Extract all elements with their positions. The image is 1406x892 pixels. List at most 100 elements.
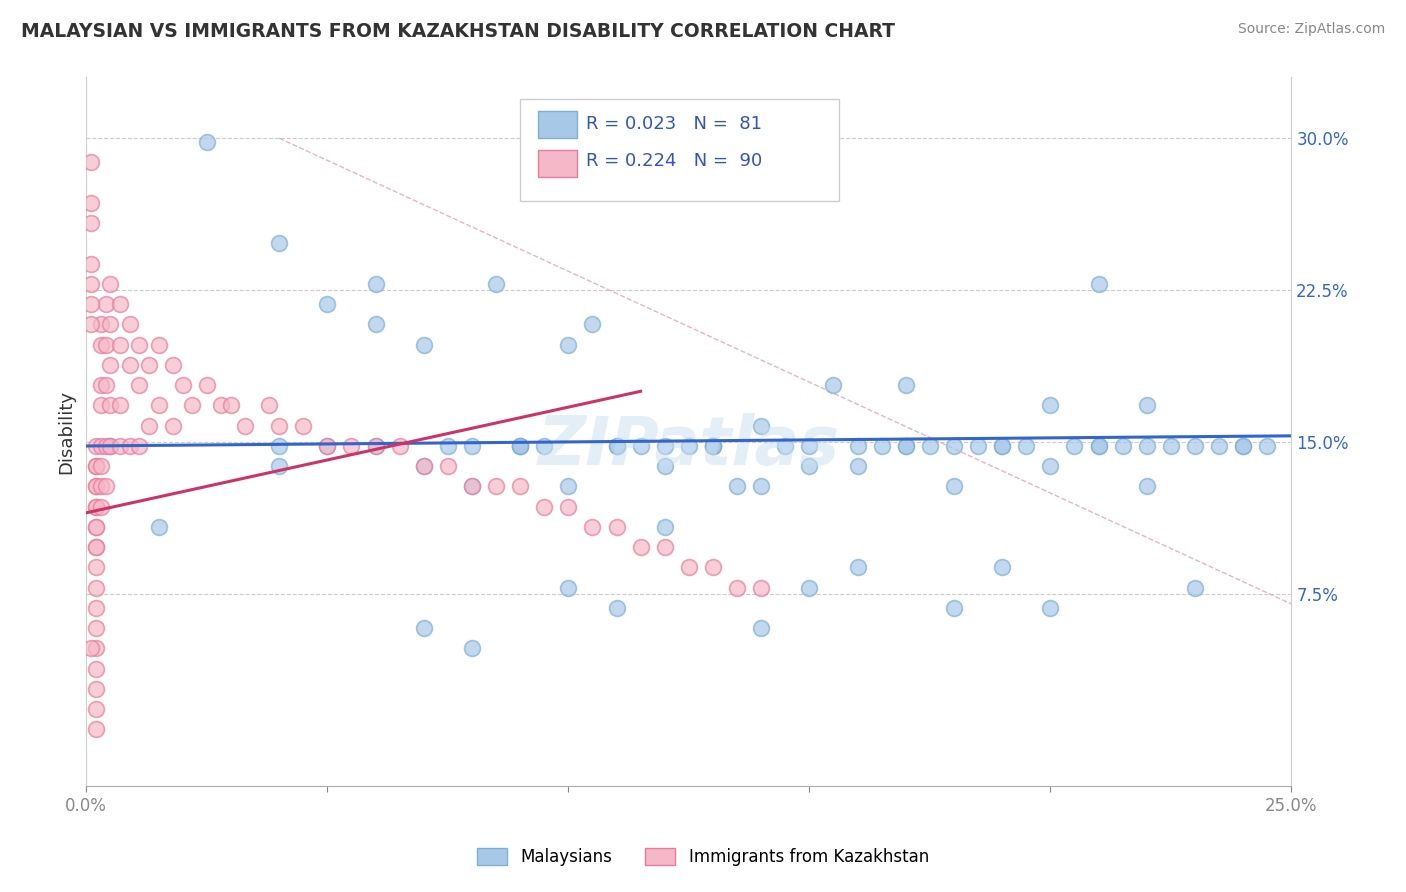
Point (84, 479, 107, 493)
Point (90, 318, 112, 332)
Point (1039, 459, 1062, 474)
Point (118, 439, 141, 453)
Point (1087, 439, 1109, 453)
Point (100, 277, 122, 291)
Point (485, 277, 508, 291)
Point (412, 459, 434, 474)
Point (108, 337, 131, 351)
Point (94, 297, 117, 311)
Point (80, 277, 103, 291)
Point (162, 418, 184, 433)
Point (630, 439, 652, 453)
Point (316, 439, 339, 453)
Point (84, 520, 107, 534)
Point (128, 337, 150, 351)
Point (509, 439, 531, 453)
Point (138, 358, 160, 372)
Point (118, 358, 141, 372)
Point (84, 459, 107, 474)
Point (823, 378, 845, 392)
Point (80, 641, 103, 656)
Point (485, 479, 508, 493)
Point (316, 297, 339, 311)
Point (269, 236, 291, 251)
Point (1256, 439, 1278, 453)
Point (90, 439, 112, 453)
Point (148, 337, 170, 351)
Point (364, 439, 387, 453)
Point (1063, 439, 1085, 453)
Point (90, 459, 112, 474)
Point (84, 540, 107, 554)
Point (991, 439, 1014, 453)
Point (509, 439, 531, 453)
Point (94, 378, 117, 392)
Point (533, 500, 555, 514)
Point (84, 641, 107, 656)
Point (1136, 439, 1159, 453)
Point (84, 621, 107, 635)
Point (84, 500, 107, 514)
Point (84, 540, 107, 554)
Point (678, 439, 700, 453)
Point (84, 520, 107, 534)
Point (461, 479, 484, 493)
Point (84, 723, 107, 737)
Point (991, 560, 1014, 574)
Point (269, 418, 291, 433)
Point (605, 439, 627, 453)
Point (749, 479, 772, 493)
Point (195, 135, 218, 149)
Point (894, 439, 917, 453)
Point (1015, 439, 1038, 453)
Point (702, 439, 724, 453)
Point (942, 479, 965, 493)
Point (84, 439, 107, 453)
Point (605, 439, 627, 453)
Point (436, 459, 458, 474)
Point (654, 540, 676, 554)
Point (269, 439, 291, 453)
Point (1039, 399, 1062, 413)
Point (90, 337, 112, 351)
Point (557, 581, 579, 595)
Point (340, 439, 363, 453)
Point (84, 560, 107, 574)
Point (799, 581, 821, 595)
Point (94, 337, 117, 351)
Point (100, 439, 122, 453)
FancyBboxPatch shape (538, 111, 576, 137)
Legend: Malaysians, Immigrants from Kazakhstan: Malaysians, Immigrants from Kazakhstan (468, 840, 938, 875)
Point (94, 439, 117, 453)
Point (654, 439, 676, 453)
Point (605, 601, 627, 615)
Point (148, 399, 170, 413)
Point (172, 378, 194, 392)
Point (846, 560, 869, 574)
Point (181, 399, 204, 413)
Point (128, 378, 150, 392)
Y-axis label: Disability: Disability (58, 390, 75, 474)
Point (235, 418, 257, 433)
Point (725, 581, 748, 595)
Point (799, 439, 821, 453)
Point (219, 399, 242, 413)
Point (749, 418, 772, 433)
Point (581, 318, 603, 332)
Point (1136, 399, 1159, 413)
Point (84, 459, 107, 474)
Point (100, 358, 122, 372)
Point (702, 560, 724, 574)
Point (259, 399, 281, 413)
Point (654, 459, 676, 474)
Point (80, 318, 103, 332)
Point (799, 459, 821, 474)
Point (942, 601, 965, 615)
Point (80, 196, 103, 211)
Point (128, 439, 150, 453)
Point (436, 439, 458, 453)
Point (209, 399, 232, 413)
Point (942, 439, 965, 453)
Text: R = 0.023   N =  81: R = 0.023 N = 81 (586, 115, 762, 133)
Point (991, 439, 1014, 453)
